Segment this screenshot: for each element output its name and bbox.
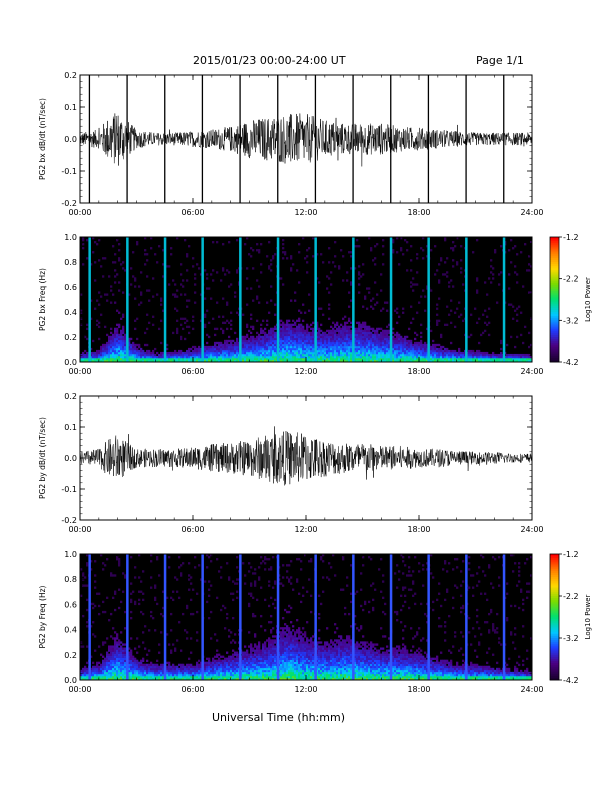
calibration-line xyxy=(465,237,468,362)
x-tick-label: 12:00 xyxy=(294,208,317,217)
y-tick-label: 1.0 xyxy=(64,233,77,242)
x-tick-label: 06:00 xyxy=(181,685,204,694)
signal-trace xyxy=(79,113,533,173)
calibration-line xyxy=(239,554,242,680)
calibration-line xyxy=(389,554,393,680)
y-tick-label: 0.0 xyxy=(64,454,77,463)
colorbar-tick-label: -2.2 xyxy=(563,275,579,284)
calibration-line xyxy=(427,237,430,362)
y-tick-label: 0.2 xyxy=(64,333,77,342)
x-tick-label: 00:00 xyxy=(68,525,91,534)
x-tick-label: 06:00 xyxy=(181,525,204,534)
panel-2: -1.2 -2.2 -3.2 -4.2 Log10 Power 00:00 06:00 12:… xyxy=(38,233,592,376)
x-tick-label: 12:00 xyxy=(294,525,317,534)
colorbar-tick-label: -1.2 xyxy=(563,233,579,242)
calibration-line xyxy=(352,554,355,680)
y-tick-label: 0.6 xyxy=(64,600,77,609)
colorbar-tick-label: -2.2 xyxy=(563,592,579,601)
colorbar-tick-label: -4.2 xyxy=(563,676,579,685)
y-axis-label: PG2 by dB/dt (nT/sec) xyxy=(38,417,47,499)
x-tick-label: 24:00 xyxy=(520,685,543,694)
x-tick-label: 12:00 xyxy=(294,367,317,376)
x-tick-label: 18:00 xyxy=(407,367,430,376)
colorbar-label: Log10 Power xyxy=(584,594,592,639)
calibration-line xyxy=(201,237,204,362)
y-tick-label: 0.8 xyxy=(64,575,77,584)
calibration-line xyxy=(314,554,317,680)
x-tick-label: 00:00 xyxy=(68,367,91,376)
calibration-line xyxy=(201,554,204,680)
calibration-line xyxy=(314,237,317,362)
y-tick-label: -0.2 xyxy=(61,516,77,525)
calibration-line xyxy=(502,554,506,680)
calibration-line xyxy=(163,554,167,680)
y-tick-label: 0.0 xyxy=(64,358,77,367)
y-tick-label: -0.1 xyxy=(61,485,77,494)
y-tick-label: 0.2 xyxy=(64,71,77,80)
colorbar: -1.2 -2.2 -3.2 -4.2 Log10 Power xyxy=(549,550,592,685)
y-tick-label: 0.4 xyxy=(64,308,77,317)
calibration-line xyxy=(352,237,355,362)
calibration-line xyxy=(276,237,280,362)
x-tick-label: 24:00 xyxy=(520,367,543,376)
y-tick-label: -0.1 xyxy=(61,167,77,176)
calibration-line xyxy=(465,554,468,680)
colorbar-label: Log10 Power xyxy=(584,277,592,322)
colorbar-frame xyxy=(549,553,560,681)
x-tick-label: 18:00 xyxy=(407,208,430,217)
calibration-line xyxy=(126,554,129,680)
calibration-line xyxy=(239,237,242,362)
y-tick-label: 0.0 xyxy=(64,135,77,144)
x-tick-label: 00:00 xyxy=(68,685,91,694)
colorbar-tick-label: -4.2 xyxy=(563,358,579,367)
x-tick-label: 00:00 xyxy=(68,208,91,217)
y-tick-label: 0.6 xyxy=(64,283,77,292)
calibration-line xyxy=(126,237,129,362)
calibration-line xyxy=(276,554,280,680)
y-tick-label: 0.2 xyxy=(64,392,77,401)
calibration-line xyxy=(163,237,167,362)
y-tick-label: 0.1 xyxy=(64,423,77,432)
panel-3: 00:00 06:00 12:00 18:00 24:00 -0.2 -0.1 0.0 0.1 0… xyxy=(38,392,544,534)
y-axis-label: PG2 bx dB/dt (nT/sec) xyxy=(38,98,47,180)
y-tick-label: 0.4 xyxy=(64,626,77,635)
y-tick-label: 0.0 xyxy=(64,676,77,685)
signal-trace xyxy=(79,426,533,486)
y-tick-label: 0.1 xyxy=(64,103,77,112)
x-axis-title: Universal Time (hh:mm) xyxy=(212,711,345,724)
y-tick-label: 0.2 xyxy=(64,651,77,660)
calibration-line xyxy=(88,237,91,362)
x-tick-label: 06:00 xyxy=(181,208,204,217)
page-indicator: Page 1/1 xyxy=(476,54,524,67)
colorbar-tick-label: -3.2 xyxy=(563,316,579,325)
x-tick-label: 12:00 xyxy=(294,685,317,694)
x-tick-label: 24:00 xyxy=(520,525,543,534)
calibration-line xyxy=(427,554,430,680)
panel-1: 00:00 06:00 12:00 18:00 24:00 -0.2 -0.1 0.0 0.1 0… xyxy=(38,71,544,217)
y-axis-label: PG2 by Freq (Hz) xyxy=(38,585,47,648)
x-tick-label: 18:00 xyxy=(407,525,430,534)
colorbar-tick-label: -3.2 xyxy=(563,634,579,643)
x-tick-label: 18:00 xyxy=(407,685,430,694)
y-axis-label: PG2 bx Freq (Hz) xyxy=(38,268,47,331)
x-tick-label: 24:00 xyxy=(520,208,543,217)
calibration-line xyxy=(502,237,506,362)
calibration-line xyxy=(88,554,91,680)
y-tick-label: -0.2 xyxy=(61,199,77,208)
colorbar-tick-label: -1.2 xyxy=(563,550,579,559)
colorbar-frame xyxy=(549,236,560,363)
colorbar: -1.2 -2.2 -3.2 -4.2 Log10 Power xyxy=(549,233,592,367)
y-tick-label: 0.8 xyxy=(64,258,77,267)
calibration-line xyxy=(389,237,393,362)
panel-4: -1.2 -2.2 -3.2 -4.2 Log10 Power 00:00 06:00 12:… xyxy=(38,550,592,694)
chart-title: 2015/01/23 00:00-24:00 UT xyxy=(193,54,346,67)
x-tick-label: 06:00 xyxy=(181,367,204,376)
y-tick-label: 1.0 xyxy=(64,550,77,559)
